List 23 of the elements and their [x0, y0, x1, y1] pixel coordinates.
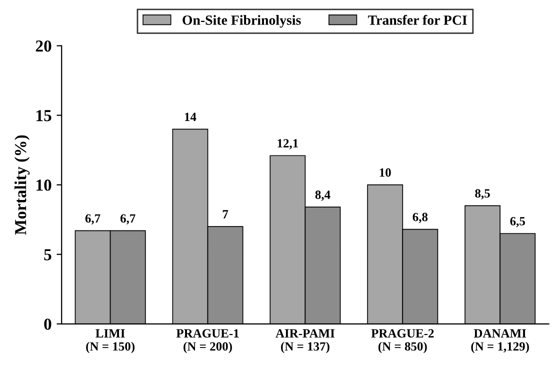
y-tick-label: 5 [44, 249, 52, 260]
data-label: 10 [380, 168, 391, 177]
data-label: 14 [184, 112, 196, 121]
x-tick-label: PRAGUE-2 (N = 850) [371, 329, 434, 354]
data-label: 7 [222, 210, 228, 218]
data-label: 6,8 [412, 212, 428, 224]
legend-label: Transfer for PCI [368, 14, 467, 25]
y-tick-label: 20 [36, 40, 52, 52]
data-label: 6,7 [120, 214, 136, 224]
y-axis-title: Mortality (%) [14, 135, 30, 235]
x-tick-label: PRAGUE-1 (N = 200) [176, 329, 239, 354]
y-tick-label: 0 [44, 318, 52, 330]
data-label: 12,1 [278, 139, 298, 150]
data-label: 8,4 [315, 190, 330, 201]
data-label: 6,7 [85, 214, 100, 224]
data-label: 6,5 [510, 217, 525, 228]
y-tick-label: 10 [36, 180, 52, 191]
x-tick-label: AIR-PAMI (N = 137) [276, 329, 335, 354]
y-tick-label: 15 [36, 110, 52, 122]
x-tick-label: LIMI (N = 150) [86, 329, 135, 354]
data-label: 8,5 [475, 189, 490, 200]
x-tick-label: DANAMI (N = 1,129) [471, 329, 529, 354]
legend-label: On-Site Fibrinolysis [182, 15, 301, 28]
